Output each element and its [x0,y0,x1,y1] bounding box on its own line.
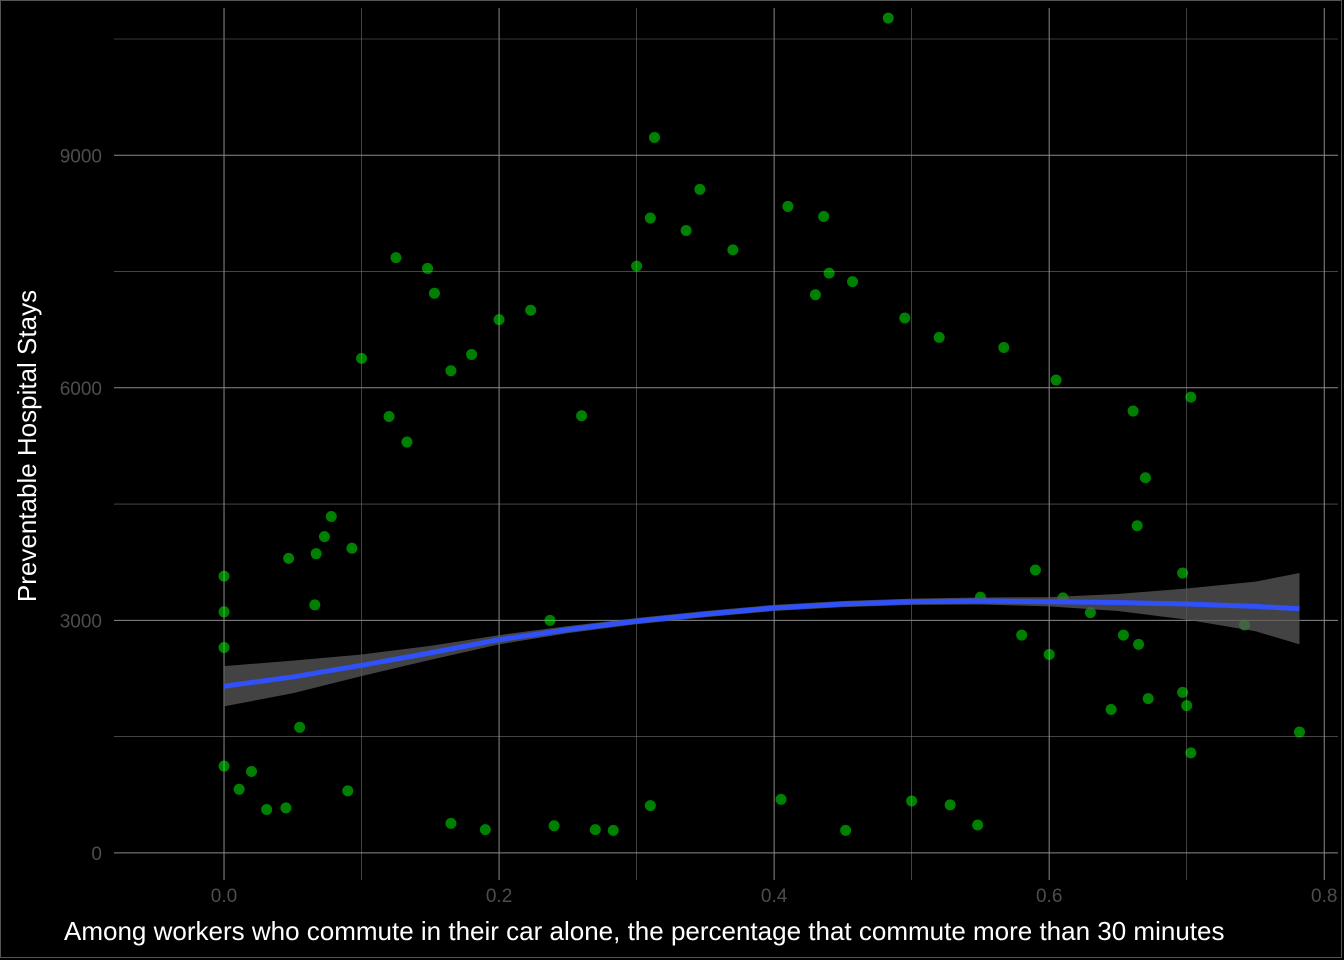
data-point [727,244,739,256]
data-point [1127,405,1139,417]
data-point [1133,638,1145,650]
data-point [906,795,918,807]
data-point [525,304,537,316]
data-point [823,267,835,279]
data-point [648,131,660,143]
data-point [998,341,1010,353]
data-point [544,614,556,626]
trend-layer [223,573,1300,707]
data-point [809,289,821,301]
data-point [694,183,706,195]
data-point [233,783,245,795]
data-point [318,531,330,543]
data-point [631,260,643,272]
y-tick-label: 0 [91,844,102,865]
data-point [644,800,656,812]
data-point [401,436,413,448]
y-tick-label: 9000 [60,146,102,167]
data-point [576,410,588,422]
data-point [1177,686,1189,698]
data-point [1142,693,1154,705]
data-point [261,803,273,815]
data-point [899,312,911,324]
data-point [840,824,852,836]
data-point [1043,648,1055,660]
x-tick-label: 0.0 [211,886,237,907]
x-tick-label: 0.6 [1036,886,1062,907]
data-point [346,542,358,554]
data-point [933,331,945,343]
data-point [493,314,505,326]
data-point [479,824,491,836]
data-point [383,410,395,422]
data-point [356,352,368,364]
tick-labels: 0.0 0.2 0.4 0.6 0.8 0 3000 6000 9000 [60,146,1338,907]
data-point [1016,629,1028,641]
data-point [1084,607,1096,619]
data-point [1139,472,1151,484]
data-point [882,12,894,24]
y-tick-label: 6000 [60,379,102,400]
data-point [680,224,692,236]
data-point [466,348,478,360]
data-point [246,765,258,777]
data-point [1185,391,1197,403]
data-point [445,817,457,829]
data-point [1117,629,1129,641]
data-point [218,570,230,582]
data-point [607,824,619,836]
data-point [1105,703,1117,715]
data-point [589,824,601,836]
x-tick-label: 0.4 [761,886,788,907]
data-point [847,276,859,288]
data-point [1050,374,1062,386]
data-point [294,721,306,733]
data-point [1293,726,1305,738]
data-point [782,200,794,212]
data-point [644,212,656,224]
data-point [944,799,956,811]
data-point [218,641,230,653]
x-tick-label: 0.8 [1311,886,1337,907]
data-point [775,793,787,805]
data-point [218,760,230,772]
data-point [445,365,457,377]
grid-lines [114,8,1338,880]
data-point [218,606,230,618]
y-tick-label: 3000 [60,611,102,632]
data-point [422,262,434,274]
data-point [548,820,560,832]
scatter-points [218,12,1305,836]
x-tick-label: 0.2 [486,886,512,907]
data-point [1029,564,1041,576]
data-point [342,785,354,797]
data-point [283,552,295,564]
data-point [1181,700,1193,712]
data-point [1131,520,1143,532]
data-point [325,510,337,522]
data-point [309,599,321,611]
data-point [972,819,984,831]
data-point [310,548,322,560]
data-point [280,802,292,814]
x-axis-label: Among workers who commute in their car a… [64,916,1224,946]
data-point [818,211,830,223]
trend-line [223,598,1300,689]
y-axis-label: Preventable Hospital Stays [12,290,42,602]
data-point [1177,567,1189,579]
data-point [428,287,440,299]
data-point [1185,747,1197,759]
data-point [390,252,402,264]
